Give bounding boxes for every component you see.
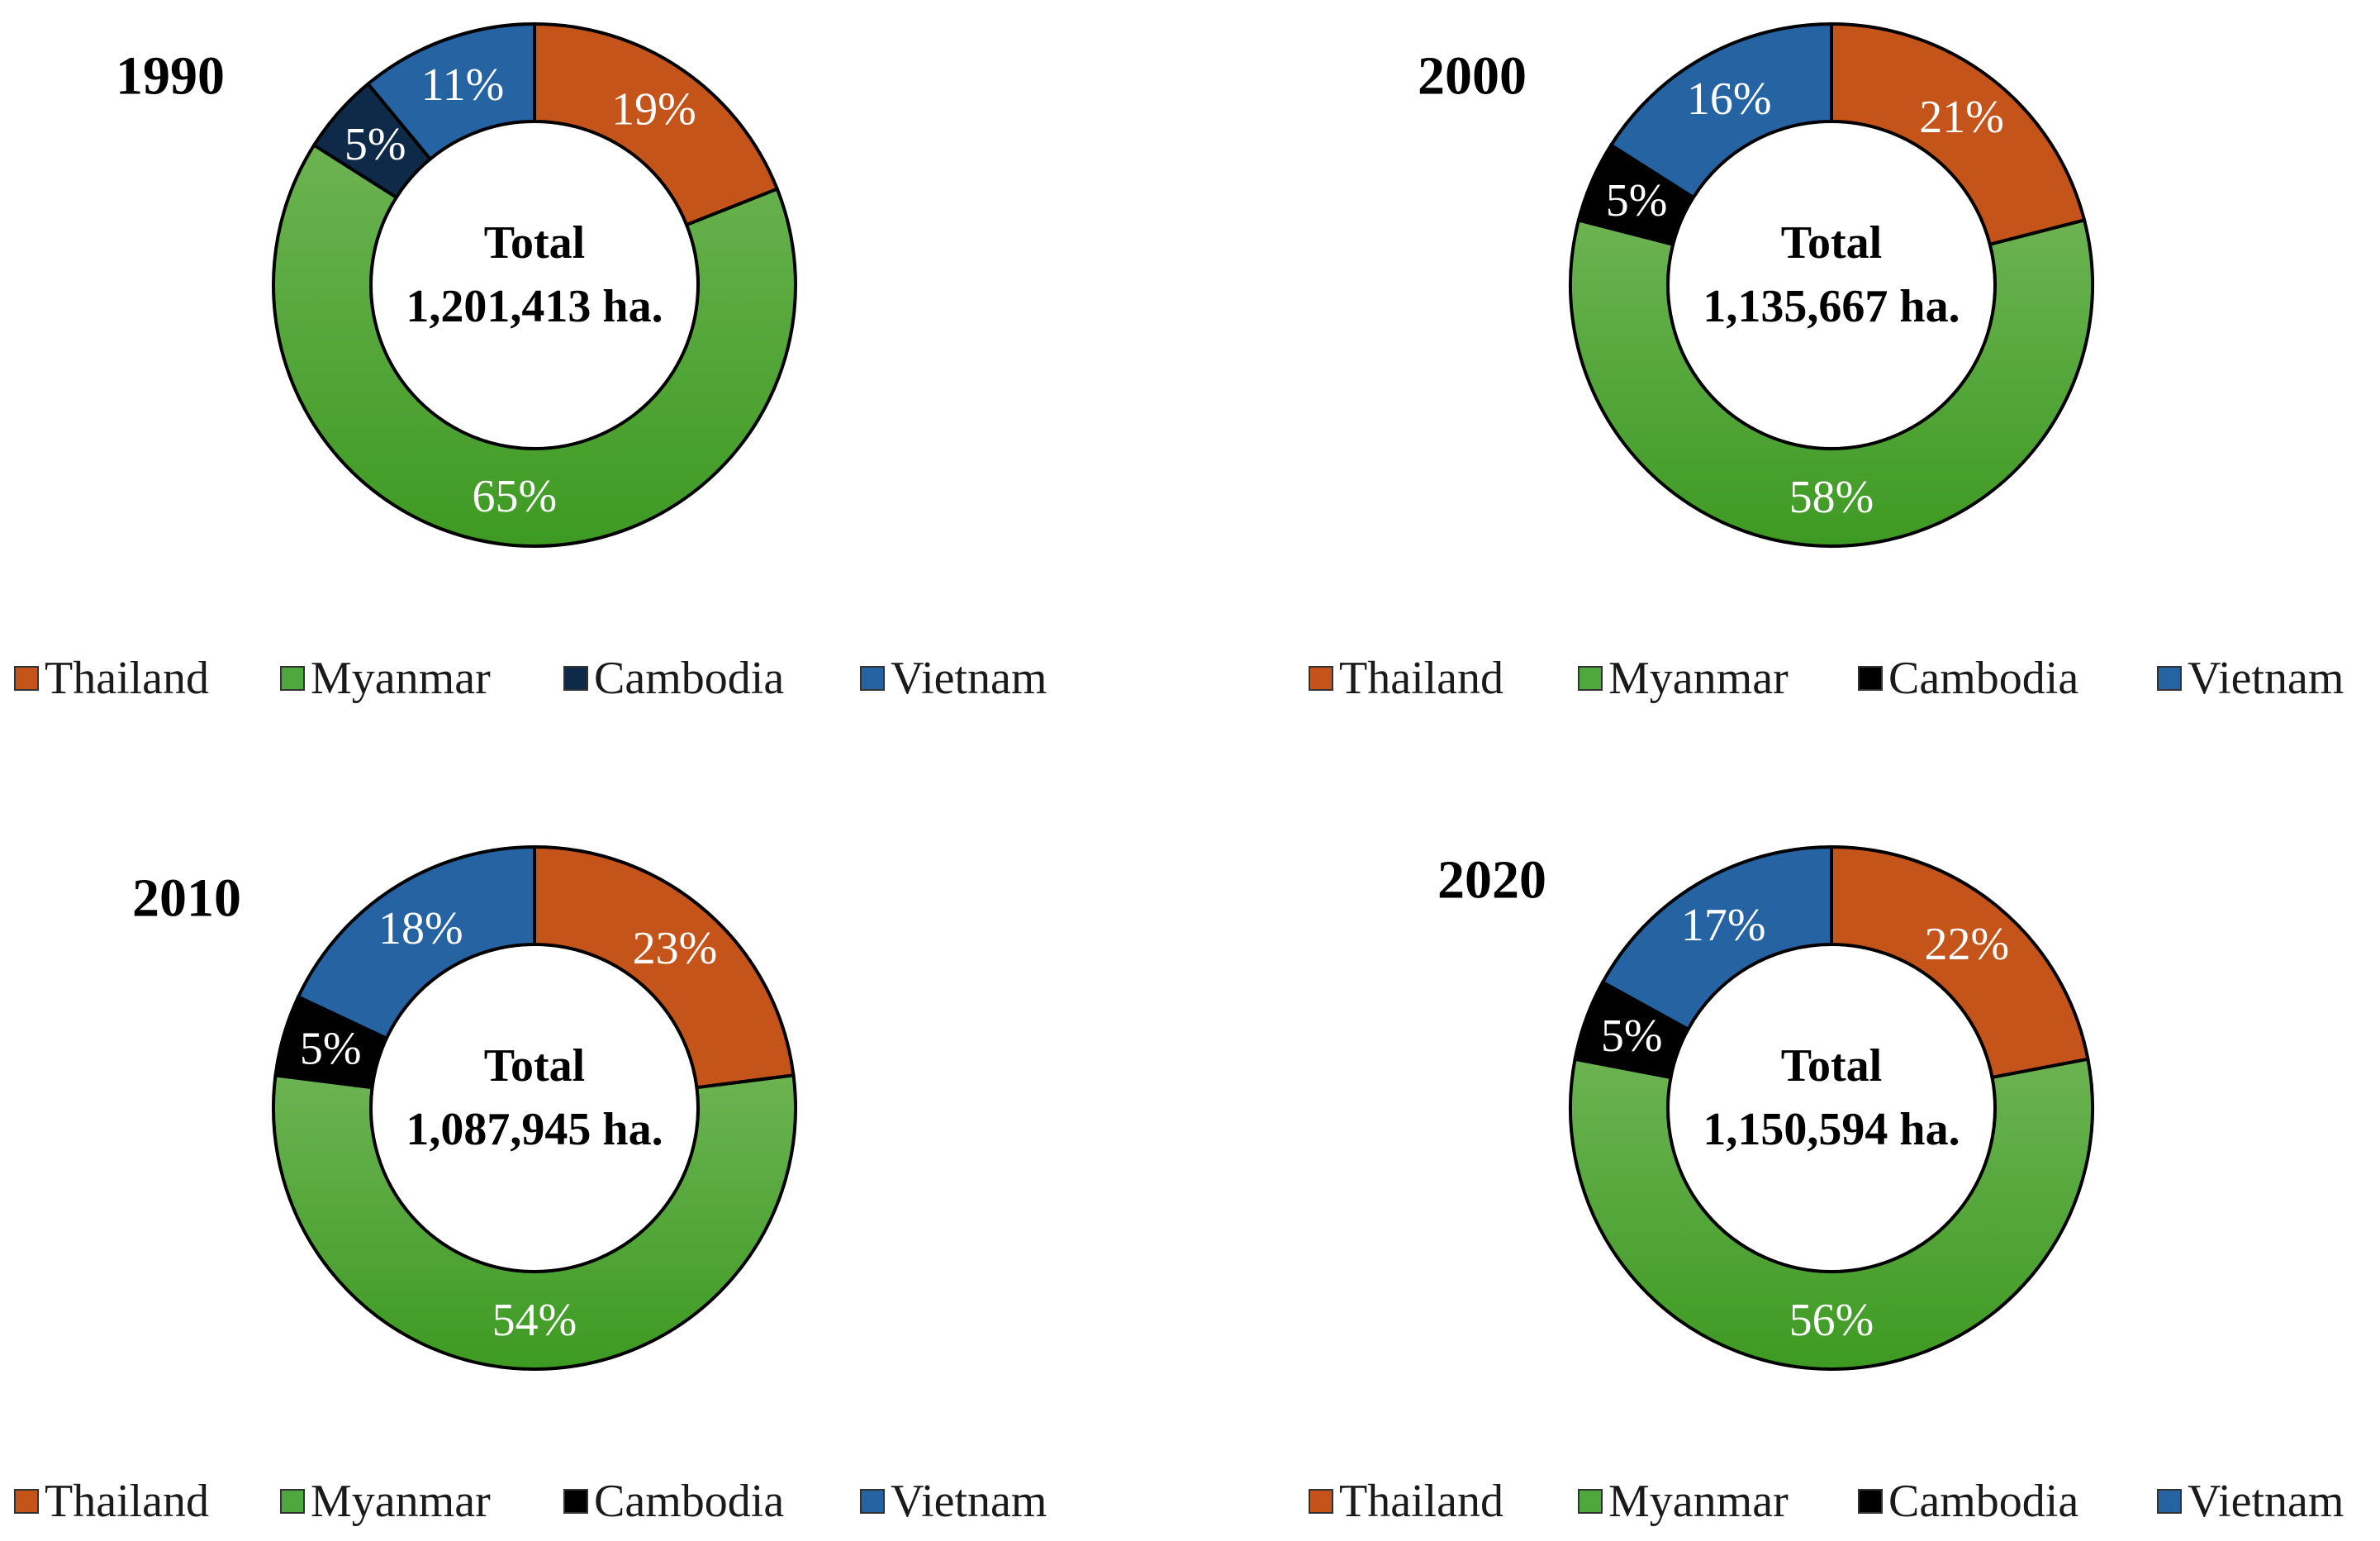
legend-swatch-myanmar bbox=[1578, 666, 1603, 691]
legend-label-myanmar: Myanmar bbox=[1608, 653, 1789, 704]
donut-chart-1990: 1990 19% 65% 5% 11% Total 1,201,413 ha. Thailan… bbox=[14, 21, 1047, 704]
slice-label-vietnam: 17% bbox=[1681, 900, 1766, 951]
slice-thailand bbox=[533, 21, 780, 227]
donut-chart-2020: 2020 22% 56% 5% 17% Total 1,150,594 ha. Thailan… bbox=[1309, 844, 2344, 1527]
legend-swatch-vietnam bbox=[2157, 666, 2182, 691]
slice-thailand bbox=[533, 844, 796, 1090]
center-total-value: 1,150,594 ha. bbox=[1703, 1104, 1960, 1155]
slice-label-thailand: 22% bbox=[1924, 919, 2009, 970]
legend-label-thailand: Thailand bbox=[1339, 653, 1504, 704]
slice-label-myanmar: 65% bbox=[472, 471, 557, 522]
legend: Thailand Myanmar Cambodia Vietnam bbox=[14, 653, 1047, 704]
slice-thailand bbox=[1830, 844, 2090, 1080]
slice-label-cambodia: 5% bbox=[1601, 1011, 1663, 1062]
legend-label-vietnam: Vietnam bbox=[891, 653, 1047, 704]
slice-label-thailand: 21% bbox=[1919, 92, 2004, 143]
legend-swatch-vietnam bbox=[860, 1489, 885, 1514]
slice-label-vietnam: 11% bbox=[421, 59, 505, 111]
legend-swatch-cambodia bbox=[1858, 1489, 1883, 1514]
legend-swatch-thailand bbox=[1309, 666, 1333, 691]
slice-label-myanmar: 54% bbox=[492, 1295, 577, 1346]
chart-title: 2010 bbox=[132, 868, 241, 929]
center-total-label: Total bbox=[484, 217, 585, 269]
slice-vietnam bbox=[1600, 844, 1833, 1032]
legend-swatch-vietnam bbox=[860, 666, 885, 691]
legend: Thailand Myanmar Cambodia Vietnam bbox=[14, 1476, 1047, 1527]
legend-label-vietnam: Vietnam bbox=[2188, 653, 2344, 704]
slice-vietnam bbox=[365, 21, 536, 162]
legend-swatch-cambodia bbox=[563, 666, 588, 691]
legend-label-thailand: Thailand bbox=[1339, 1476, 1504, 1527]
center-total-value: 1,135,667 ha. bbox=[1703, 281, 1960, 332]
legend-swatch-vietnam bbox=[2157, 1489, 2182, 1514]
slice-myanmar bbox=[1569, 217, 2094, 549]
legend-label-myanmar: Myanmar bbox=[1608, 1476, 1789, 1527]
legend-swatch-thailand bbox=[14, 1489, 39, 1514]
center-total-label: Total bbox=[484, 1040, 585, 1092]
legend-label-cambodia: Cambodia bbox=[594, 653, 784, 704]
slice-label-myanmar: 58% bbox=[1789, 472, 1874, 523]
chart-title: 2000 bbox=[1418, 46, 1527, 107]
legend-label-thailand: Thailand bbox=[45, 1476, 209, 1527]
donut-chart-2000: 2000 21% 58% 5% 16% Total 1,135,667 ha. Thailan… bbox=[1309, 21, 2344, 704]
slice-label-cambodia: 5% bbox=[1606, 175, 1668, 226]
legend: Thailand Myanmar Cambodia Vietnam bbox=[1309, 1476, 2344, 1527]
legend-label-cambodia: Cambodia bbox=[594, 1476, 784, 1527]
legend-swatch-cambodia bbox=[1858, 666, 1883, 691]
legend: Thailand Myanmar Cambodia Vietnam bbox=[1309, 653, 2344, 704]
donut-chart-2010: 2010 23% 54% 5% 18% Total 1,087,945 ha. Thailan… bbox=[14, 844, 1047, 1527]
chart-title: 2020 bbox=[1437, 850, 1546, 911]
slice-myanmar bbox=[272, 142, 797, 548]
legend-swatch-myanmar bbox=[1578, 1489, 1603, 1514]
slice-label-myanmar: 56% bbox=[1789, 1295, 1874, 1346]
slice-vietnam bbox=[296, 844, 536, 1041]
slice-myanmar bbox=[272, 1073, 797, 1371]
slice-thailand bbox=[1830, 21, 2087, 247]
legend-label-vietnam: Vietnam bbox=[2188, 1476, 2344, 1527]
center-total-label: Total bbox=[1781, 217, 1882, 269]
legend-swatch-thailand bbox=[1309, 1489, 1333, 1514]
slice-label-cambodia: 5% bbox=[344, 119, 406, 170]
slice-label-vietnam: 18% bbox=[378, 903, 463, 954]
slice-myanmar bbox=[1569, 1057, 2094, 1372]
legend-label-vietnam: Vietnam bbox=[891, 1476, 1047, 1527]
legend-swatch-myanmar bbox=[280, 1489, 305, 1514]
legend-label-cambodia: Cambodia bbox=[1888, 1476, 2078, 1527]
center-total-value: 1,087,945 ha. bbox=[406, 1104, 663, 1155]
slice-vietnam bbox=[1608, 21, 1833, 200]
center-total-label: Total bbox=[1781, 1040, 1882, 1092]
legend-label-myanmar: Myanmar bbox=[311, 1476, 491, 1527]
legend-label-myanmar: Myanmar bbox=[311, 653, 491, 704]
legend-swatch-thailand bbox=[14, 666, 39, 691]
legend-label-cambodia: Cambodia bbox=[1888, 653, 2078, 704]
chart-title: 1990 bbox=[116, 46, 225, 107]
center-total-value: 1,201,413 ha. bbox=[406, 281, 663, 332]
legend-swatch-myanmar bbox=[280, 666, 305, 691]
legend-label-thailand: Thailand bbox=[45, 653, 209, 704]
slice-label-thailand: 19% bbox=[611, 83, 696, 135]
slice-label-thailand: 23% bbox=[633, 923, 718, 974]
slice-label-vietnam: 16% bbox=[1687, 74, 1772, 125]
slice-label-cambodia: 5% bbox=[300, 1023, 362, 1074]
legend-swatch-cambodia bbox=[563, 1489, 588, 1514]
